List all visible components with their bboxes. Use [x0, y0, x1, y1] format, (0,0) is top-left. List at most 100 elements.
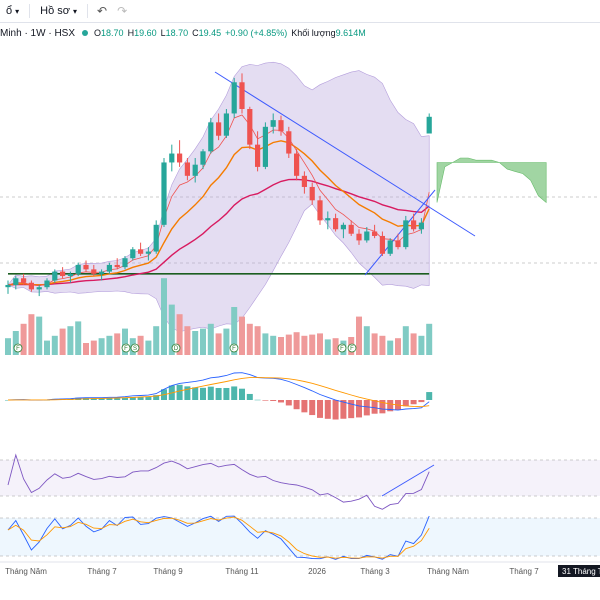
candle-body — [223, 113, 229, 136]
volume-bar — [59, 328, 66, 355]
volume-bar — [215, 333, 222, 355]
macd-histogram-bar — [340, 400, 347, 419]
candle-body — [52, 271, 58, 281]
high-label: H — [127, 28, 135, 38]
macd-histogram-bar — [5, 400, 11, 401]
volume-bar — [5, 338, 11, 355]
volume-bar — [90, 340, 97, 355]
candle-body — [83, 264, 89, 270]
close-label: C — [192, 28, 199, 38]
time-axis-label: Tháng 7 — [509, 567, 539, 576]
macd-histogram-bar — [114, 398, 121, 400]
profile-menu-label: Hồ sơ — [40, 5, 70, 17]
volume-bar — [410, 333, 417, 355]
low-value: 18.70 — [165, 28, 189, 38]
close-value: 19.45 — [198, 28, 222, 38]
event-marker — [13, 343, 23, 353]
macd-histogram-bar — [200, 387, 206, 400]
volume-bar — [395, 338, 401, 355]
volume-bar — [161, 278, 167, 355]
volume-bar — [83, 343, 89, 355]
candle-body — [153, 224, 159, 252]
menu-fragment[interactable]: ổ ▾ — [0, 0, 25, 22]
volume-bar — [317, 333, 323, 355]
volume-bar — [239, 316, 245, 355]
volume-value: 9.614M — [335, 28, 366, 38]
profile-menu[interactable]: Hồ sơ ▾ — [34, 0, 83, 22]
undo-icon[interactable]: ↶ — [97, 4, 108, 18]
event-marker-label: F — [350, 346, 354, 352]
volume-label: Khối lượng — [291, 28, 336, 38]
volume-bar — [254, 326, 261, 355]
event-marker-label: F — [340, 346, 344, 352]
volume-bar — [356, 316, 362, 355]
current-date-label: 31 Tháng Tá — [562, 567, 600, 576]
macd-histogram-bar — [239, 388, 245, 400]
volume-bar — [262, 333, 269, 355]
menu-fragment-label: ổ — [6, 5, 13, 17]
event-marker-label: F — [232, 346, 236, 352]
macd-signal-line — [7, 377, 430, 408]
candle-body — [44, 280, 50, 288]
event-marker — [337, 343, 347, 353]
toolbar-divider — [29, 4, 31, 18]
candle-body — [106, 264, 112, 272]
ichimoku-cloud — [436, 157, 547, 204]
volume-bar — [387, 340, 394, 355]
volume-bar — [231, 307, 238, 355]
volume-bar — [285, 334, 292, 355]
candle-body — [403, 220, 409, 248]
candle-body — [325, 218, 331, 221]
candle-body — [200, 151, 206, 165]
candle-body — [356, 233, 362, 241]
macd-histogram-bar — [356, 400, 362, 418]
candle-body — [239, 82, 245, 109]
macd-histogram-bar — [129, 396, 136, 400]
volume-bar — [12, 331, 19, 355]
candle-body — [294, 153, 300, 176]
macd-histogram-bar — [122, 397, 128, 400]
macd-histogram-bar — [90, 398, 97, 400]
volume-bar — [223, 328, 230, 355]
symbol-label[interactable]: Minh · 1W · HSX — [0, 27, 76, 39]
time-axis-label: 2026 — [308, 567, 326, 576]
volume-bar — [200, 328, 206, 355]
low-label: L — [160, 28, 166, 38]
event-marker — [347, 343, 357, 353]
candle-body — [411, 220, 417, 230]
volume-bar — [36, 316, 43, 355]
volume-bar — [137, 335, 144, 355]
macd-histogram-bar — [402, 400, 409, 407]
macd-histogram-bar — [317, 400, 323, 418]
ma-orange-line — [7, 140, 430, 286]
candle-body — [309, 186, 315, 201]
redo-icon[interactable]: ↷ — [117, 4, 128, 18]
stoch-d-line — [7, 516, 430, 559]
macd-histogram-bar — [410, 400, 417, 405]
macd-histogram-bar — [176, 384, 183, 400]
macd-histogram-bar — [106, 398, 113, 400]
macd-line — [7, 372, 430, 411]
time-axis-label: Tháng 7 — [87, 567, 117, 576]
candle-body — [395, 240, 401, 248]
candle-body — [169, 153, 175, 163]
volume-bar — [28, 314, 35, 355]
candle-body — [36, 287, 42, 290]
volume-bar — [371, 333, 378, 355]
volume-bar — [44, 340, 50, 355]
candle-body — [340, 224, 346, 230]
change-value: +0.90 (+4.85%) — [225, 28, 288, 38]
macd-histogram-bar — [207, 386, 214, 400]
volume-bar — [363, 326, 370, 355]
volume-bar — [176, 314, 183, 355]
volume-bar — [332, 338, 339, 355]
candle-body — [21, 278, 27, 283]
candle-body — [99, 271, 105, 274]
rsi-line — [7, 453, 430, 510]
candle-body — [114, 264, 120, 268]
trendline-up — [364, 189, 436, 276]
candle-body — [161, 162, 167, 225]
macd-histogram-bar — [270, 400, 277, 401]
macd-histogram-bar — [348, 400, 355, 419]
